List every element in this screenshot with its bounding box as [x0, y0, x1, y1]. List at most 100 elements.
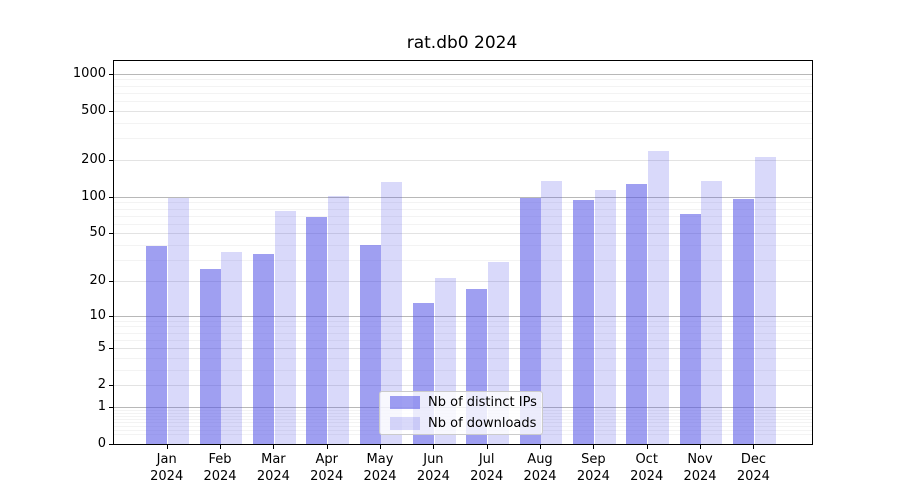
bar-distinct-ips-mar: [253, 253, 275, 444]
x-tick-mark: [166, 445, 168, 449]
bar-distinct-ips-sep: [573, 199, 595, 444]
x-tick-year: 2024: [416, 469, 450, 484]
bar-downloads-nov: [701, 180, 723, 444]
gridline: [114, 348, 812, 349]
x-tick-month: Jun: [423, 452, 444, 467]
x-tick-year: 2024: [576, 469, 610, 484]
x-tick-month: Feb: [208, 452, 232, 467]
x-tick-mark: [593, 445, 595, 449]
gridline: [114, 101, 812, 103]
legend-swatch-distinct-ips: [390, 396, 420, 409]
y-tick-mark: [109, 280, 113, 282]
x-tick-label: Nov 2024: [683, 451, 716, 485]
chart-title: rat.db0 2024: [406, 33, 518, 53]
gridline: [114, 320, 812, 322]
bar-distinct-ips-jan: [146, 246, 168, 444]
y-tick-label: 20: [89, 272, 106, 288]
gridline: [114, 208, 812, 210]
y-tick-mark: [109, 159, 113, 161]
x-tick-year: 2024: [310, 469, 344, 484]
x-tick-label: Feb 2024: [203, 451, 236, 485]
x-tick-month: Sep: [581, 452, 606, 467]
x-tick-mark: [380, 445, 381, 449]
gridline: [114, 260, 812, 261]
bar-distinct-ips-apr: [306, 217, 328, 444]
y-tick-label: 2: [97, 377, 106, 393]
gridline: [114, 245, 812, 246]
gridline: [114, 202, 812, 204]
gridline: [114, 315, 812, 317]
y-tick-mark: [109, 315, 113, 317]
y-tick-mark: [109, 406, 113, 408]
x-tick-month: Nov: [687, 452, 713, 467]
x-tick-label: May 2024: [363, 451, 396, 485]
y-tick-label: 100: [81, 188, 106, 204]
gridline: [114, 215, 812, 217]
plot-area: [113, 60, 813, 445]
y-tick-label: 500: [81, 102, 106, 118]
x-tick-month: Oct: [635, 452, 658, 467]
legend-swatch-downloads: [390, 417, 420, 430]
bar-downloads-sep: [594, 190, 616, 444]
legend: Nb of distinct IPs Nb of downloads: [379, 391, 543, 435]
x-tick-year: 2024: [683, 469, 717, 484]
y-tick-label: 1: [97, 398, 106, 414]
bar-downloads-feb: [221, 252, 243, 444]
gridline: [114, 85, 812, 87]
x-tick-year: 2024: [470, 469, 504, 484]
x-tick-mark: [326, 445, 328, 449]
legend-item-downloads: Nb of downloads: [380, 413, 542, 434]
x-tick-mark: [753, 445, 755, 449]
bar-distinct-ips-aug: [519, 198, 541, 444]
gridline: [114, 326, 812, 328]
bar-downloads-aug: [541, 181, 563, 444]
gridline: [114, 110, 812, 112]
x-tick-year: 2024: [150, 469, 184, 484]
x-tick-month: Aug: [527, 452, 553, 467]
x-tick-mark: [433, 445, 435, 449]
y-tick-label: 0: [97, 436, 106, 451]
y-tick-mark: [109, 444, 113, 445]
legend-item-distinct-ips: Nb of distinct IPs: [380, 392, 542, 413]
bar-distinct-ips-oct: [626, 184, 648, 444]
x-tick-year: 2024: [736, 469, 770, 484]
x-tick-mark: [220, 445, 221, 449]
gridline: [114, 369, 812, 371]
x-tick-year: 2024: [256, 469, 290, 484]
x-tick-label: Jan 2024: [150, 451, 183, 485]
gridline: [114, 233, 812, 235]
gridline: [114, 385, 812, 387]
x-tick-label: Sep 2024: [577, 451, 610, 485]
bar-downloads-mar: [274, 211, 296, 444]
gridline: [114, 357, 812, 359]
y-tick-mark: [109, 233, 113, 235]
x-tick-year: 2024: [630, 469, 664, 484]
y-tick-label: 10: [89, 307, 106, 323]
y-tick-mark: [109, 110, 113, 112]
gridline: [114, 280, 812, 282]
gridline: [114, 332, 812, 334]
gridline: [114, 196, 812, 198]
x-tick-month: Jul: [478, 452, 495, 467]
bar-downloads-oct: [648, 151, 669, 444]
y-tick-label: 5: [97, 340, 106, 355]
x-tick-label: Oct 2024: [630, 451, 663, 485]
legend-label-distinct-ips: Nb of distinct IPs: [428, 395, 537, 410]
x-tick-label: Mar 2024: [257, 451, 290, 485]
x-tick-mark: [486, 445, 488, 449]
y-tick-label: 200: [81, 151, 106, 167]
bar-downloads-may: [381, 181, 403, 444]
y-tick-label: 50: [89, 225, 106, 241]
x-tick-year: 2024: [363, 469, 397, 484]
gridline: [114, 73, 812, 75]
gridline: [114, 223, 812, 225]
x-tick-label: Jul 2024: [470, 451, 503, 485]
x-tick-month: Apr: [315, 452, 338, 467]
bar-distinct-ips-may: [359, 245, 381, 444]
gridline: [114, 92, 812, 94]
bar-downloads-jan: [168, 198, 189, 444]
x-tick-label: Dec 2024: [737, 451, 770, 485]
x-tick-label: Aug 2024: [523, 451, 556, 485]
bar-downloads-apr: [328, 196, 349, 444]
